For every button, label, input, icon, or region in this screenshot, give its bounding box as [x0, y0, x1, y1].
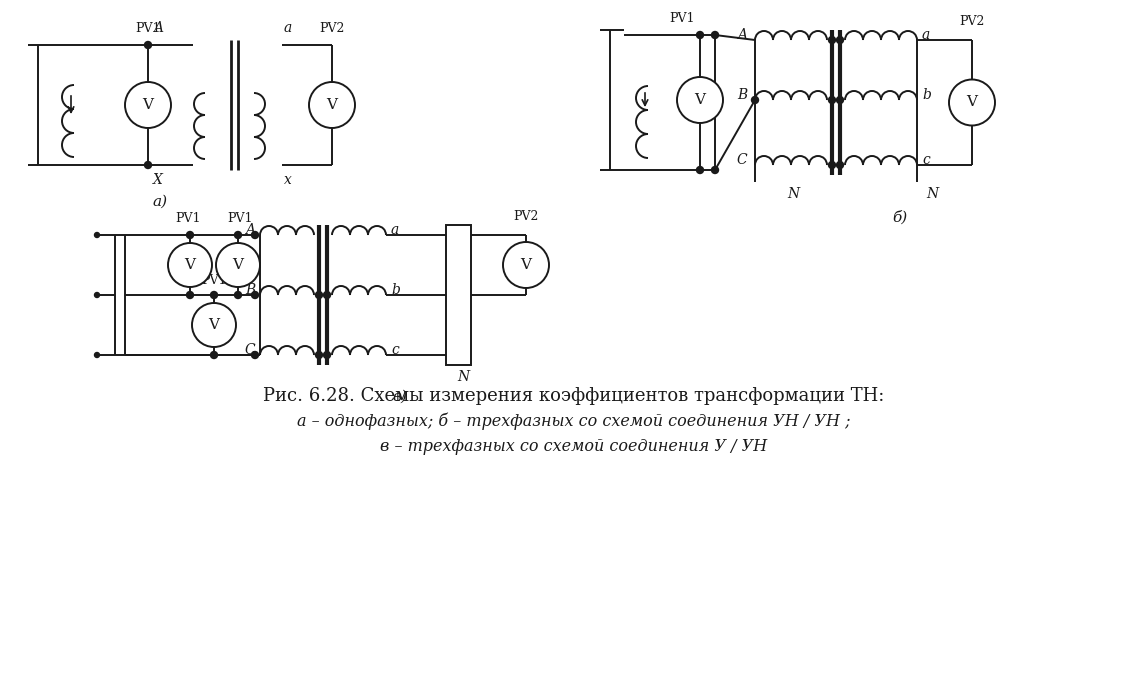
Text: а – однофазных; б – трехфазных со схемой соединения УН / УН ;: а – однофазных; б – трехфазных со схемой… [297, 412, 851, 430]
Circle shape [186, 232, 194, 238]
Circle shape [145, 41, 152, 49]
Text: PV1: PV1 [201, 274, 227, 287]
Text: V: V [695, 93, 706, 107]
Text: A: A [153, 21, 163, 35]
Text: x: x [284, 173, 292, 187]
Circle shape [837, 161, 844, 169]
Circle shape [145, 161, 152, 169]
Circle shape [316, 292, 323, 298]
Text: a: a [284, 21, 293, 35]
Text: V: V [233, 258, 243, 272]
Text: N: N [457, 370, 470, 384]
Text: c: c [922, 153, 930, 167]
Circle shape [324, 352, 331, 358]
Circle shape [697, 32, 704, 38]
Circle shape [94, 292, 100, 298]
Circle shape [503, 242, 549, 288]
Circle shape [234, 292, 241, 298]
Circle shape [752, 97, 759, 103]
Circle shape [192, 303, 236, 347]
Circle shape [697, 167, 704, 173]
Circle shape [829, 97, 836, 103]
Text: a: a [922, 28, 930, 42]
Circle shape [94, 232, 100, 238]
Text: PV1: PV1 [669, 12, 695, 25]
Circle shape [94, 352, 100, 358]
Text: в): в) [393, 390, 408, 404]
Circle shape [829, 161, 836, 169]
Text: PV2: PV2 [319, 22, 344, 35]
Text: б): б) [892, 210, 908, 224]
Circle shape [186, 292, 194, 298]
Text: в – трехфазных со схемой соединения У / УН: в – трехфазных со схемой соединения У / … [380, 438, 768, 455]
Text: PV1: PV1 [227, 212, 253, 225]
Text: PV1: PV1 [176, 212, 201, 225]
Circle shape [210, 292, 217, 298]
Text: N: N [926, 187, 938, 201]
Circle shape [309, 82, 355, 128]
Text: V: V [326, 98, 338, 112]
Text: V: V [142, 98, 154, 112]
Text: PV1: PV1 [135, 22, 161, 35]
Circle shape [251, 352, 258, 358]
Text: PV2: PV2 [513, 210, 538, 223]
Text: X: X [153, 173, 163, 187]
Circle shape [324, 292, 331, 298]
Circle shape [712, 167, 719, 173]
Circle shape [949, 80, 995, 126]
Circle shape [216, 243, 259, 287]
Text: A: A [737, 28, 747, 42]
Text: B: B [737, 88, 747, 102]
Text: PV2: PV2 [960, 15, 985, 28]
Text: b: b [391, 283, 400, 297]
Text: V: V [967, 95, 977, 109]
Text: A: A [245, 223, 255, 237]
Text: C: C [245, 343, 255, 357]
Text: b: b [922, 88, 931, 102]
Text: V: V [185, 258, 195, 272]
Text: N: N [786, 187, 799, 201]
Circle shape [125, 82, 171, 128]
Circle shape [837, 36, 844, 43]
Bar [447, 225, 471, 365]
Text: V: V [520, 258, 532, 272]
Text: а): а) [153, 195, 168, 209]
Circle shape [829, 36, 836, 43]
Text: B: B [245, 283, 255, 297]
Circle shape [251, 292, 258, 298]
Circle shape [837, 97, 844, 103]
Text: c: c [391, 343, 398, 357]
Circle shape [677, 77, 723, 123]
Circle shape [168, 243, 212, 287]
Text: V: V [209, 318, 219, 332]
Circle shape [712, 32, 719, 38]
Text: a: a [391, 223, 400, 237]
Text: C: C [736, 153, 747, 167]
Circle shape [210, 352, 217, 358]
Circle shape [316, 352, 323, 358]
Text: Рис. 6.28. Схемы измерения коэффициентов трансформации ТН:: Рис. 6.28. Схемы измерения коэффициентов… [263, 387, 885, 405]
Circle shape [251, 232, 258, 238]
Circle shape [234, 232, 241, 238]
